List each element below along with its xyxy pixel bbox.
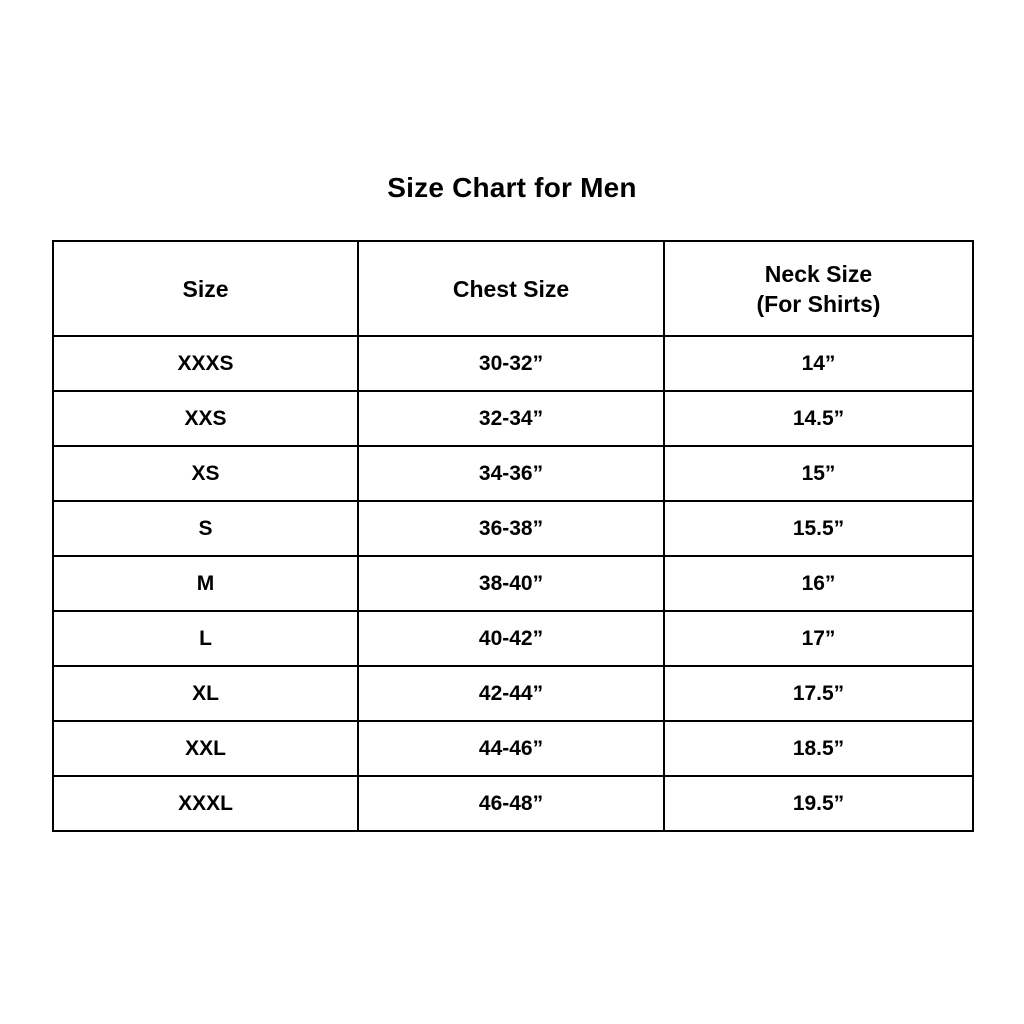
table-row: XXS 32-34” 14.5”: [52, 390, 974, 447]
cell-chest-size: 38-40”: [357, 555, 665, 612]
table-body: XXXS 30-32” 14” XXS 32-34” 14.5” XS 34-36” 15” S 3…: [52, 335, 974, 832]
cell-neck-size: 15”: [663, 445, 974, 502]
column-header-neck-size: Neck Size (For Shirts): [663, 240, 974, 337]
column-header-neck-size-line2: (For Shirts): [756, 290, 881, 317]
column-header-size: Size: [52, 240, 359, 337]
table-row: XXXS 30-32” 14”: [52, 335, 974, 392]
page-title: Size Chart for Men: [387, 172, 637, 203]
cell-size: L: [52, 610, 359, 667]
cell-neck-size: 19.5”: [663, 775, 974, 832]
cell-neck-size: 14.5”: [663, 390, 974, 447]
column-header-neck-size-line1: Neck Size: [764, 260, 873, 287]
cell-chest-size: 34-36”: [357, 445, 665, 502]
cell-chest-size: 40-42”: [357, 610, 665, 667]
table-header: Size Chest Size Neck Size (For Shirts): [52, 240, 974, 337]
size-chart-table: Size Chest Size Neck Size (For Shirts) X…: [52, 240, 974, 832]
cell-size: XXL: [52, 720, 359, 777]
column-header-chest-size: Chest Size: [357, 240, 665, 337]
cell-chest-size: 44-46”: [357, 720, 665, 777]
table-row: XXXL 46-48” 19.5”: [52, 775, 974, 832]
cell-size: XXS: [52, 390, 359, 447]
cell-size: S: [52, 500, 359, 557]
cell-neck-size: 14”: [663, 335, 974, 392]
cell-neck-size: 17.5”: [663, 665, 974, 722]
cell-neck-size: 15.5”: [663, 500, 974, 557]
cell-chest-size: 30-32”: [357, 335, 665, 392]
cell-neck-size: 17”: [663, 610, 974, 667]
cell-chest-size: 32-34”: [357, 390, 665, 447]
cell-size: XL: [52, 665, 359, 722]
cell-size: XS: [52, 445, 359, 502]
size-chart-table-container: Size Chest Size Neck Size (For Shirts) X…: [52, 240, 974, 832]
cell-size: XXXL: [52, 775, 359, 832]
table-row: S 36-38” 15.5”: [52, 500, 974, 557]
cell-size: XXXS: [52, 335, 359, 392]
cell-chest-size: 46-48”: [357, 775, 665, 832]
table-header-row: Size Chest Size Neck Size (For Shirts): [52, 240, 974, 337]
table-row: XXL 44-46” 18.5”: [52, 720, 974, 777]
table-row: XS 34-36” 15”: [52, 445, 974, 502]
cell-neck-size: 16”: [663, 555, 974, 612]
cell-chest-size: 36-38”: [357, 500, 665, 557]
table-row: M 38-40” 16”: [52, 555, 974, 612]
cell-chest-size: 42-44”: [357, 665, 665, 722]
cell-size: M: [52, 555, 359, 612]
cell-neck-size: 18.5”: [663, 720, 974, 777]
table-row: L 40-42” 17”: [52, 610, 974, 667]
table-row: XL 42-44” 17.5”: [52, 665, 974, 722]
